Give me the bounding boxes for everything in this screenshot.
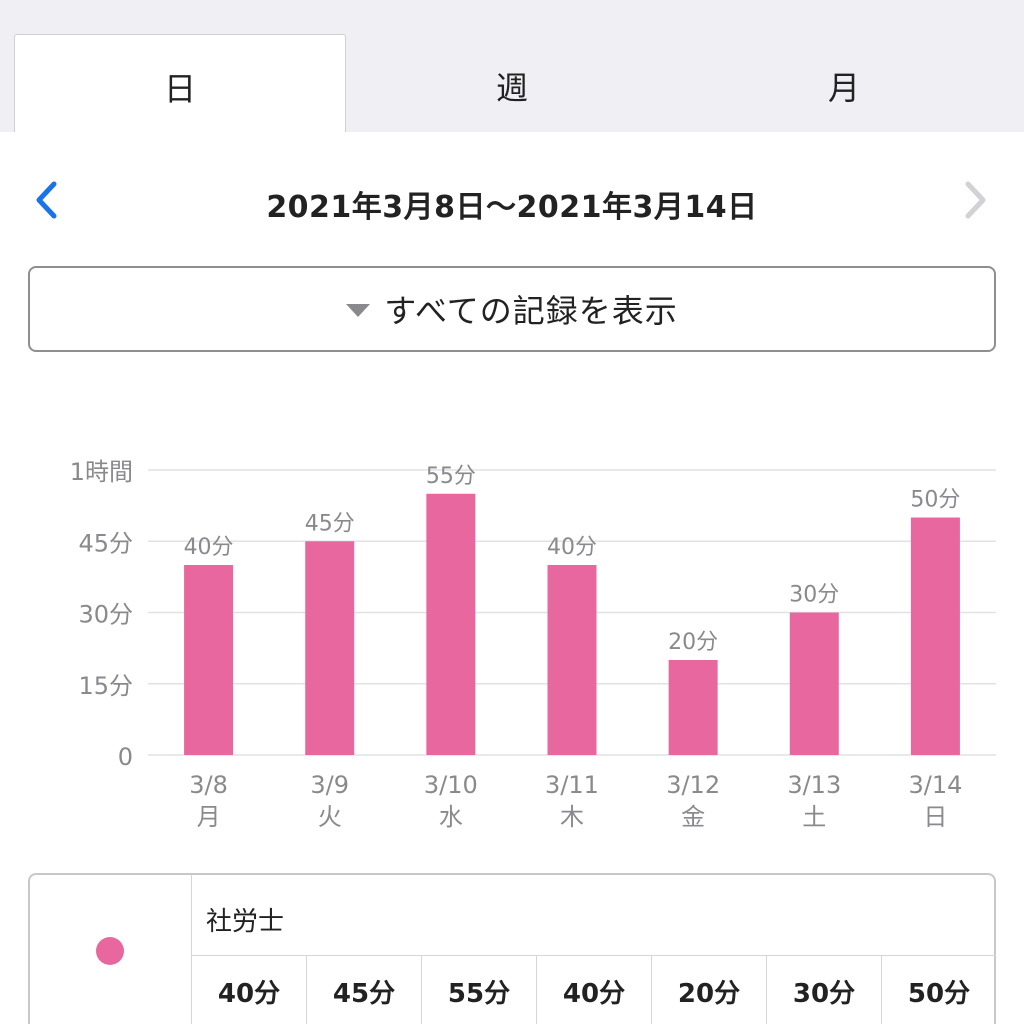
legend-value: 40分 — [192, 956, 307, 1024]
y-tick-label: 30分 — [78, 601, 133, 629]
tab-week[interactable]: 週 — [495, 69, 528, 107]
next-week-button[interactable] — [954, 178, 998, 222]
legend-values-row: 40分 45分 55分 40分 20分 30分 50分 — [192, 955, 996, 1024]
bar-data-label: 20分 — [668, 630, 718, 655]
study-time-bar-chart: 0 15分 30分 45分 1時間 40分 3/8 月 45分 3/9 火 55分 3/10 水 40分 3/… — [70, 458, 996, 831]
bar — [184, 565, 234, 755]
legend-value: 45分 — [307, 956, 422, 1024]
chevron-right-icon — [965, 181, 986, 219]
date-navigation: 2021年3月8日〜2021年3月14日 — [0, 160, 1024, 244]
bar-data-label: 50分 — [910, 488, 960, 513]
x-weekday-label: 金 — [681, 803, 705, 831]
bar — [789, 612, 839, 755]
chevron-left-icon — [36, 181, 57, 219]
y-tick-label: 0 — [118, 743, 133, 771]
x-tick-label: 3/12 — [666, 771, 720, 799]
x-weekday-label: 水 — [439, 803, 463, 831]
legend-color-dot — [96, 937, 124, 965]
previous-week-button[interactable] — [24, 178, 68, 222]
tab-day[interactable]: 日 — [14, 34, 346, 132]
bar — [910, 517, 960, 755]
record-filter-label: すべての記録を表示 — [384, 292, 678, 330]
x-weekday-label: 土 — [802, 803, 826, 831]
legend-table: 社労士 40分 45分 55分 40分 20分 30分 50分 — [28, 873, 996, 1024]
x-tick-label: 3/10 — [424, 771, 478, 799]
bar — [547, 565, 597, 755]
triangle-down-icon — [346, 303, 371, 317]
period-tab-bar: 日 週 月 — [0, 0, 1024, 132]
date-range-title: 2021年3月8日〜2021年3月14日 — [266, 190, 758, 225]
bar-data-label: 40分 — [547, 535, 597, 560]
y-tick-label: 15分 — [78, 672, 133, 700]
x-weekday-label: 月 — [197, 803, 221, 831]
x-tick-label: 3/8 — [189, 771, 228, 799]
bar-data-label: 40分 — [184, 535, 234, 560]
legend-value: 55分 — [422, 956, 537, 1024]
bar-data-label: 45分 — [305, 511, 355, 536]
x-tick-label: 3/11 — [545, 771, 599, 799]
x-tick-label: 3/9 — [310, 771, 349, 799]
x-weekday-label: 日 — [923, 803, 947, 831]
x-weekday-label: 木 — [560, 803, 584, 831]
record-filter-dropdown[interactable]: すべての記録を表示 — [28, 266, 996, 352]
bar — [668, 660, 718, 755]
legend-value: 50分 — [907, 979, 971, 1009]
tab-month[interactable]: 月 — [827, 69, 860, 107]
bar-data-label: 30分 — [789, 583, 839, 608]
x-tick-label: 3/14 — [908, 771, 962, 799]
bar — [426, 493, 476, 755]
legend-series-name: 社労士 — [206, 907, 285, 937]
legend-value: 40分 — [537, 956, 652, 1024]
x-tick-label: 3/13 — [787, 771, 841, 799]
y-tick-label: 45分 — [78, 529, 133, 557]
x-weekday-label: 火 — [318, 803, 342, 831]
bar — [305, 541, 355, 755]
y-tick-label: 1時間 — [70, 458, 133, 486]
legend-value: 20分 — [652, 956, 767, 1024]
bar-data-label: 55分 — [426, 464, 476, 489]
legend-color-cell — [30, 875, 192, 1024]
legend-value: 30分 — [767, 956, 882, 1024]
